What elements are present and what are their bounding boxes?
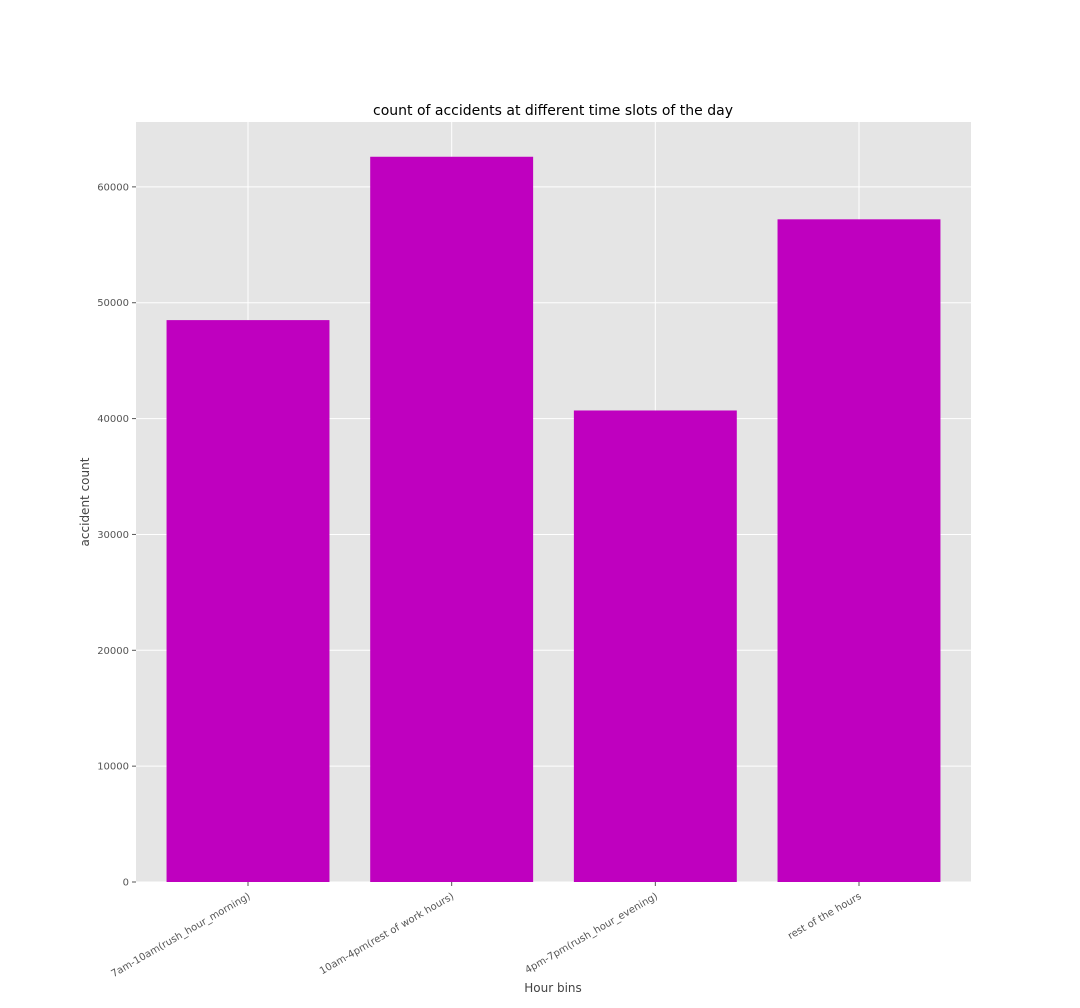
x-tick-label: rest of the hours (786, 891, 863, 942)
y-axis-label: accident count (78, 457, 92, 546)
bar (166, 320, 330, 882)
y-tick-label: 20000 (97, 646, 129, 657)
y-tick-label: 50000 (97, 298, 129, 309)
y-axis-ticks: 0 10000 20000 30000 40000 50000 60000 (97, 182, 136, 889)
x-axis-ticks: 7am-10am(rush_hour_morning) 10am-4pm(rest… (110, 882, 863, 980)
x-axis-label: Hour bins (524, 981, 582, 995)
y-tick-label: 30000 (97, 530, 129, 541)
x-tick-label: 10am-4pm(rest of work hours) (318, 891, 456, 977)
bar (573, 410, 737, 882)
y-tick-label: 40000 (97, 414, 129, 425)
bars (166, 156, 941, 882)
bar (370, 156, 534, 882)
chart-title: count of accidents at different time slo… (373, 103, 733, 119)
bar (777, 219, 941, 882)
y-tick-label: 60000 (97, 182, 129, 193)
y-tick-label: 0 (123, 878, 129, 889)
x-tick-label: 7am-10am(rush_hour_morning) (110, 891, 253, 980)
x-tick-label: 4pm-7pm(rush_hour_evening) (523, 891, 660, 976)
y-tick-label: 10000 (97, 762, 129, 773)
